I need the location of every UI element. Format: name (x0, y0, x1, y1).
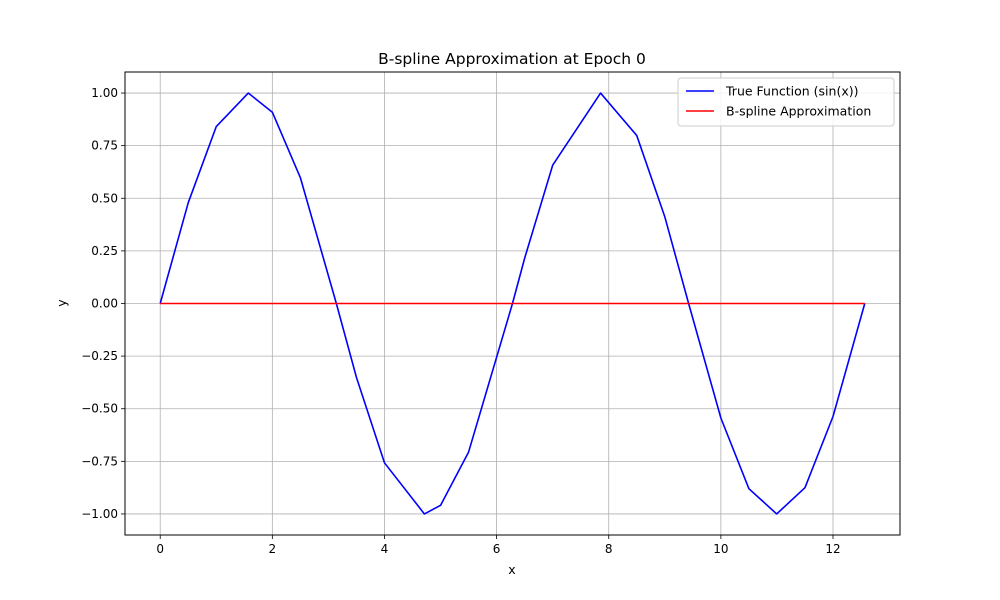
x-tick-label: 2 (269, 542, 277, 556)
y-axis: 1.00 0.75 0.50 0.25 0.00 −0.25 −0.50 −0.75 −1.00 (81, 86, 125, 521)
x-tick-label: 8 (605, 542, 613, 556)
y-tick-label: 0.25 (91, 244, 118, 258)
y-tick-label: 0.75 (91, 139, 118, 153)
x-tick-label: 10 (713, 542, 728, 556)
legend: True Function (sin(x)) B-spline Approxim… (677, 77, 895, 127)
y-tick-label: 0.00 (91, 297, 118, 311)
legend-box (677, 77, 895, 127)
x-axis: 0 2 4 6 8 10 12 (156, 535, 841, 556)
x-tick-label: 12 (825, 542, 840, 556)
y-tick-label: −0.75 (81, 454, 118, 468)
grid (125, 72, 900, 535)
x-axis-label: x (508, 562, 515, 577)
y-tick-label: 0.50 (91, 191, 118, 205)
y-axis-label: y (54, 299, 69, 307)
y-tick-label: −1.00 (81, 507, 118, 521)
legend-label-b-spline: B-spline Approximation (726, 104, 871, 119)
series-layer (159, 92, 866, 515)
legend-label-true-function: True Function (sin(x)) (725, 84, 858, 99)
x-tick-label: 6 (493, 542, 501, 556)
y-tick-label: −0.50 (81, 402, 118, 416)
x-tick-label: 4 (381, 542, 389, 556)
chart-title: B-spline Approximation at Epoch 0 (378, 50, 646, 68)
x-tick-label: 0 (156, 542, 164, 556)
y-tick-label: −0.25 (81, 349, 118, 363)
y-tick-label: 1.00 (91, 86, 118, 100)
